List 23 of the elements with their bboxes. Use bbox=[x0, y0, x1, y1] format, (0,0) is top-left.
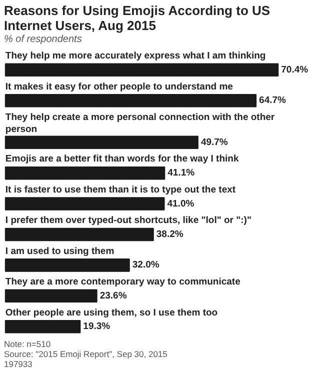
data-label: 41.1% bbox=[168, 168, 196, 179]
y-tick-label: I am used to using them bbox=[5, 246, 114, 258]
chart-subtitle: % of respondents bbox=[4, 34, 82, 45]
y-tick-label: They are a more contemporary way to communicate bbox=[5, 276, 240, 288]
data-label: 19.3% bbox=[83, 321, 111, 332]
text: 197933 bbox=[4, 359, 32, 370]
data-label: 49.7% bbox=[200, 137, 228, 148]
data-label: 64.7% bbox=[259, 95, 287, 106]
data-label: 23.6% bbox=[100, 290, 128, 302]
chart-title: Reasons for Using Emojis According to US Internet Users, Aug 2015 bbox=[4, 3, 270, 33]
source-note: Source: "2015 Emoji Report", Sep 30, 2015 bbox=[4, 349, 168, 360]
data-label: 41.0% bbox=[167, 198, 195, 210]
y-tick-label: They help create a more personal connection with the other person bbox=[5, 112, 275, 136]
y-tick-label: It is faster to use them than it is to type out the text bbox=[5, 184, 236, 196]
y-tick-label: I prefer them over typed-out shortcuts, like "lol" or ":)" bbox=[5, 215, 252, 226]
data-label: 32.0% bbox=[132, 260, 160, 271]
y-tick-label: Other people are using them, so I use them too bbox=[5, 308, 218, 319]
data-label: 70.4% bbox=[281, 64, 309, 76]
y-tick-label: It makes it easy for other people to understand me bbox=[5, 82, 233, 93]
data-label: 38.2% bbox=[156, 229, 184, 240]
y-tick-label: They help me more accurately express what I am thinking bbox=[5, 50, 266, 62]
y-tick-label: Emojis are a better fit than words for the way I think bbox=[5, 154, 240, 166]
annotation: Note: n=510 bbox=[4, 339, 51, 350]
